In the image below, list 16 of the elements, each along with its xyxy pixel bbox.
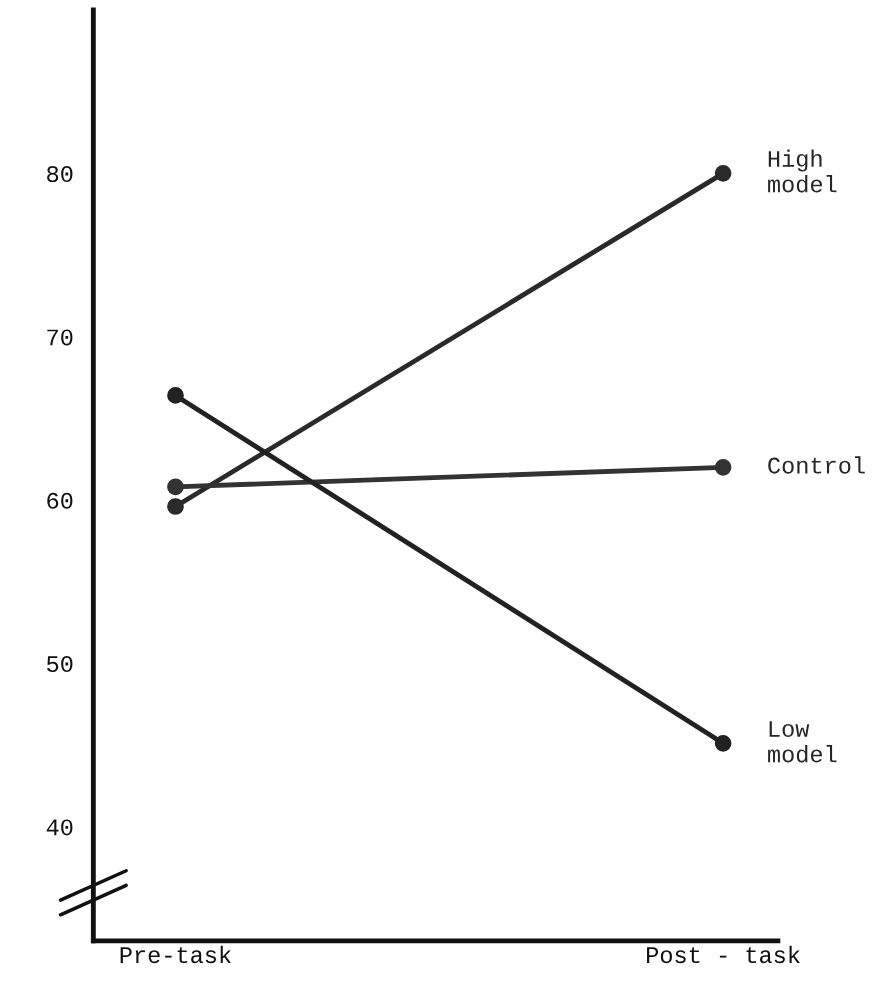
point bbox=[167, 498, 184, 515]
y-tick-label: 50 bbox=[47, 656, 73, 673]
y-tick-label: 60 bbox=[47, 492, 73, 509]
point bbox=[714, 164, 732, 182]
x-tick-label: Pre-task bbox=[120, 945, 231, 964]
y-tick-label: 80 bbox=[47, 166, 73, 183]
point bbox=[714, 734, 732, 752]
x-tick-label: Post - task bbox=[647, 945, 800, 964]
series-label: Control bbox=[768, 456, 865, 474]
y-tick-label: 70 bbox=[47, 329, 73, 346]
y-tick-label: 40 bbox=[46, 819, 73, 836]
series-label: High model bbox=[768, 149, 837, 193]
series-label: Low model bbox=[768, 721, 837, 763]
point bbox=[714, 458, 732, 476]
point bbox=[167, 478, 184, 496]
point bbox=[167, 387, 184, 404]
